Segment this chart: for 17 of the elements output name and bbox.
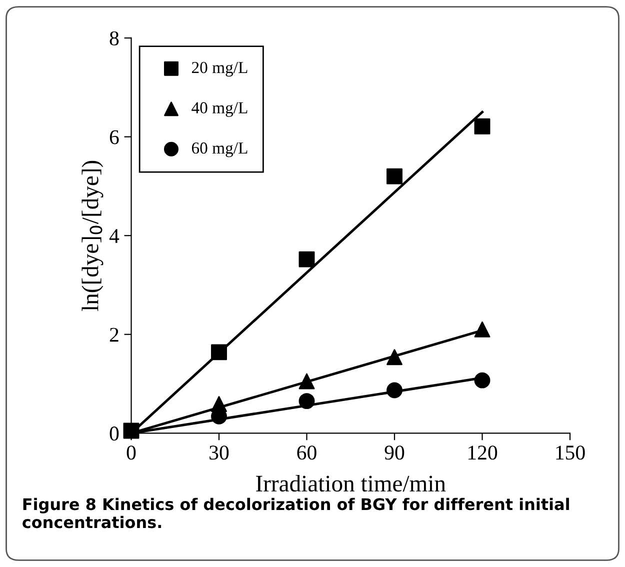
caption: Figure 8 Kinetics of decolorization of BGY for different initial concentrations. <box>22 498 569 528</box>
y-tick-label: 4 <box>109 229 120 243</box>
y-tick-label: 8 <box>110 31 119 46</box>
x-tick-label: 0 <box>126 446 136 460</box>
x-axis-title: Irradiation time/min <box>256 475 446 492</box>
x-tick-label: 90 <box>384 446 404 460</box>
y-axis-title: ln([dye]$_{0}$/[dye]) <box>82 160 104 312</box>
x-tick-label: 60 <box>297 446 316 460</box>
legend-label: 20 mg/L <box>192 62 248 77</box>
x-tick-label: 30 <box>210 446 229 460</box>
y-tick-label: 2 <box>110 328 118 342</box>
x-tick-label: 150 <box>556 446 585 460</box>
legend-label: 60 mg/L <box>192 142 248 158</box>
legend-label: 40 mg/L <box>192 102 248 117</box>
y-tick-label: 6 <box>110 130 119 144</box>
x-tick-label: 120 <box>468 446 498 460</box>
y-tick-label: 0 <box>110 426 119 441</box>
